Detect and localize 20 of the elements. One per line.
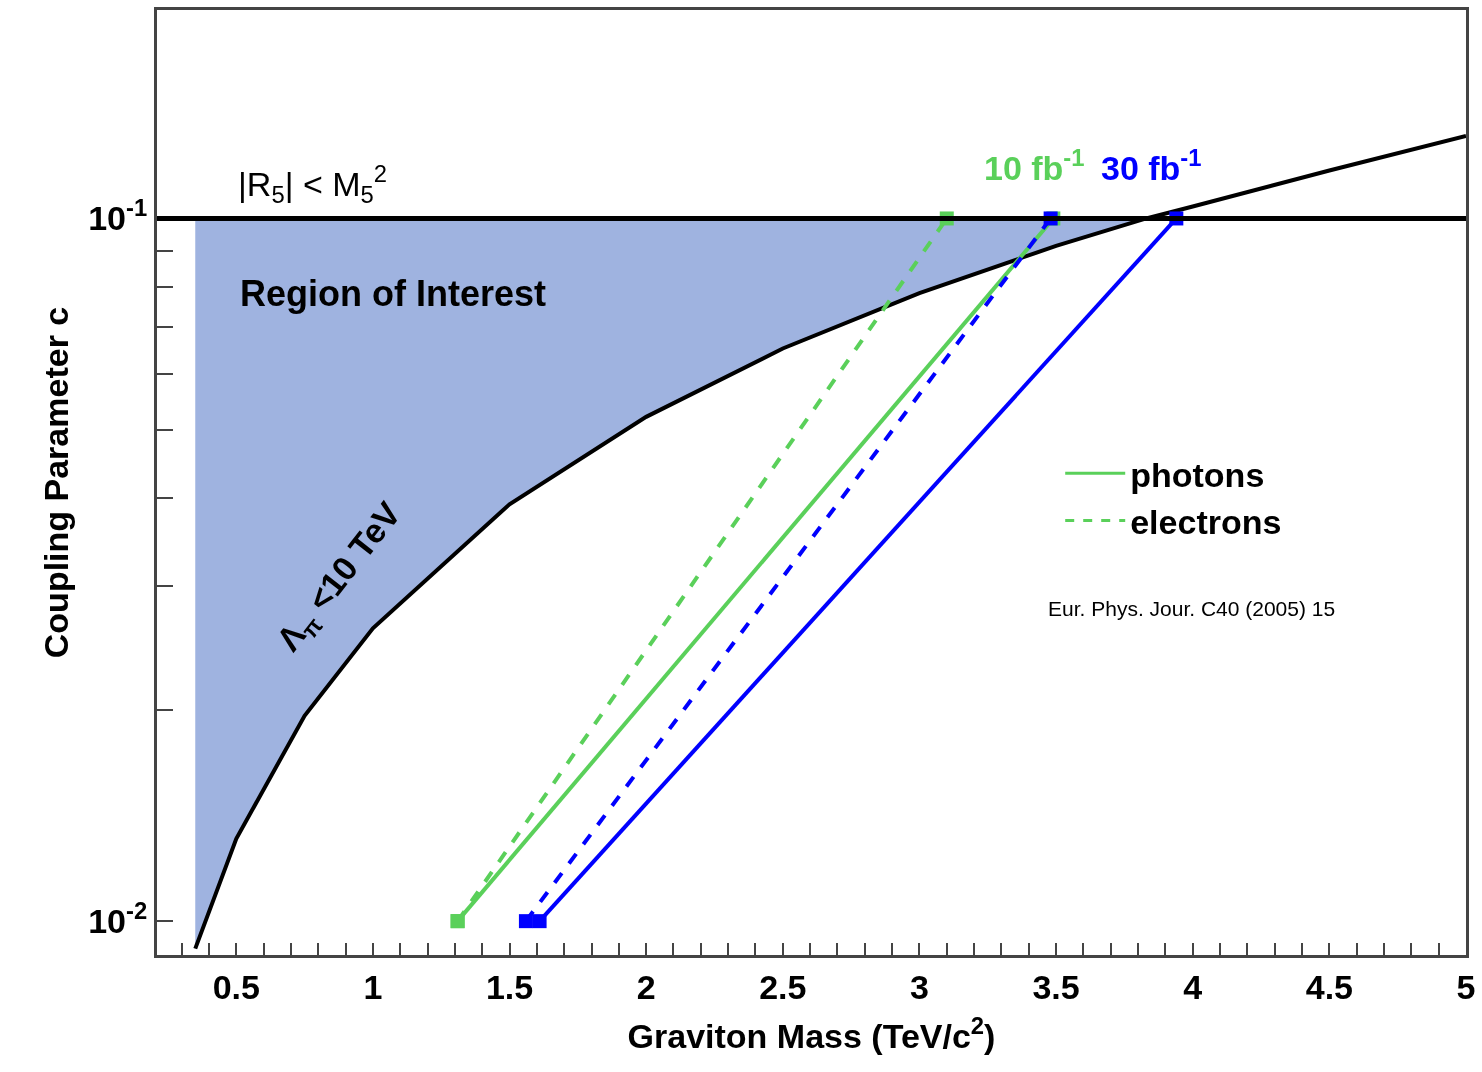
annotation: 30 fb$^{-1}$ — [1101, 144, 1202, 188]
x-tick-label: 2 — [636, 967, 656, 1006]
x-tick-label: 4.5 — [1305, 967, 1353, 1006]
x-tick-label: 3 — [909, 967, 929, 1006]
x-axis-title: Graviton Mass (TeV/c$^{2}$) — [627, 1011, 996, 1056]
x-tick-label: 2.5 — [759, 967, 807, 1006]
x-tick-label: 5 — [1456, 967, 1476, 1006]
x-tick-label: 1 — [363, 967, 383, 1006]
annotation: Region of Interest — [240, 273, 547, 314]
x-tick-label: 1.5 — [485, 967, 534, 1006]
legend-label: photons — [1130, 455, 1265, 494]
legend-label: electrons — [1130, 502, 1282, 541]
x-tick-label: 3.5 — [1032, 967, 1080, 1006]
annotation: 10 fb$^{-1}$ — [984, 144, 1085, 188]
y-axis-title: Coupling Parameter c — [36, 306, 75, 659]
y-tick-label: 10$^{-2}$ — [88, 896, 148, 941]
annotation: Eur. Phys. Jour. C40 (2005) 15 — [1048, 597, 1336, 620]
y-tick-label: 10$^{-1}$ — [88, 194, 148, 238]
x-tick-label: 4 — [1183, 967, 1203, 1006]
x-tick-label: 0.5 — [212, 967, 260, 1006]
